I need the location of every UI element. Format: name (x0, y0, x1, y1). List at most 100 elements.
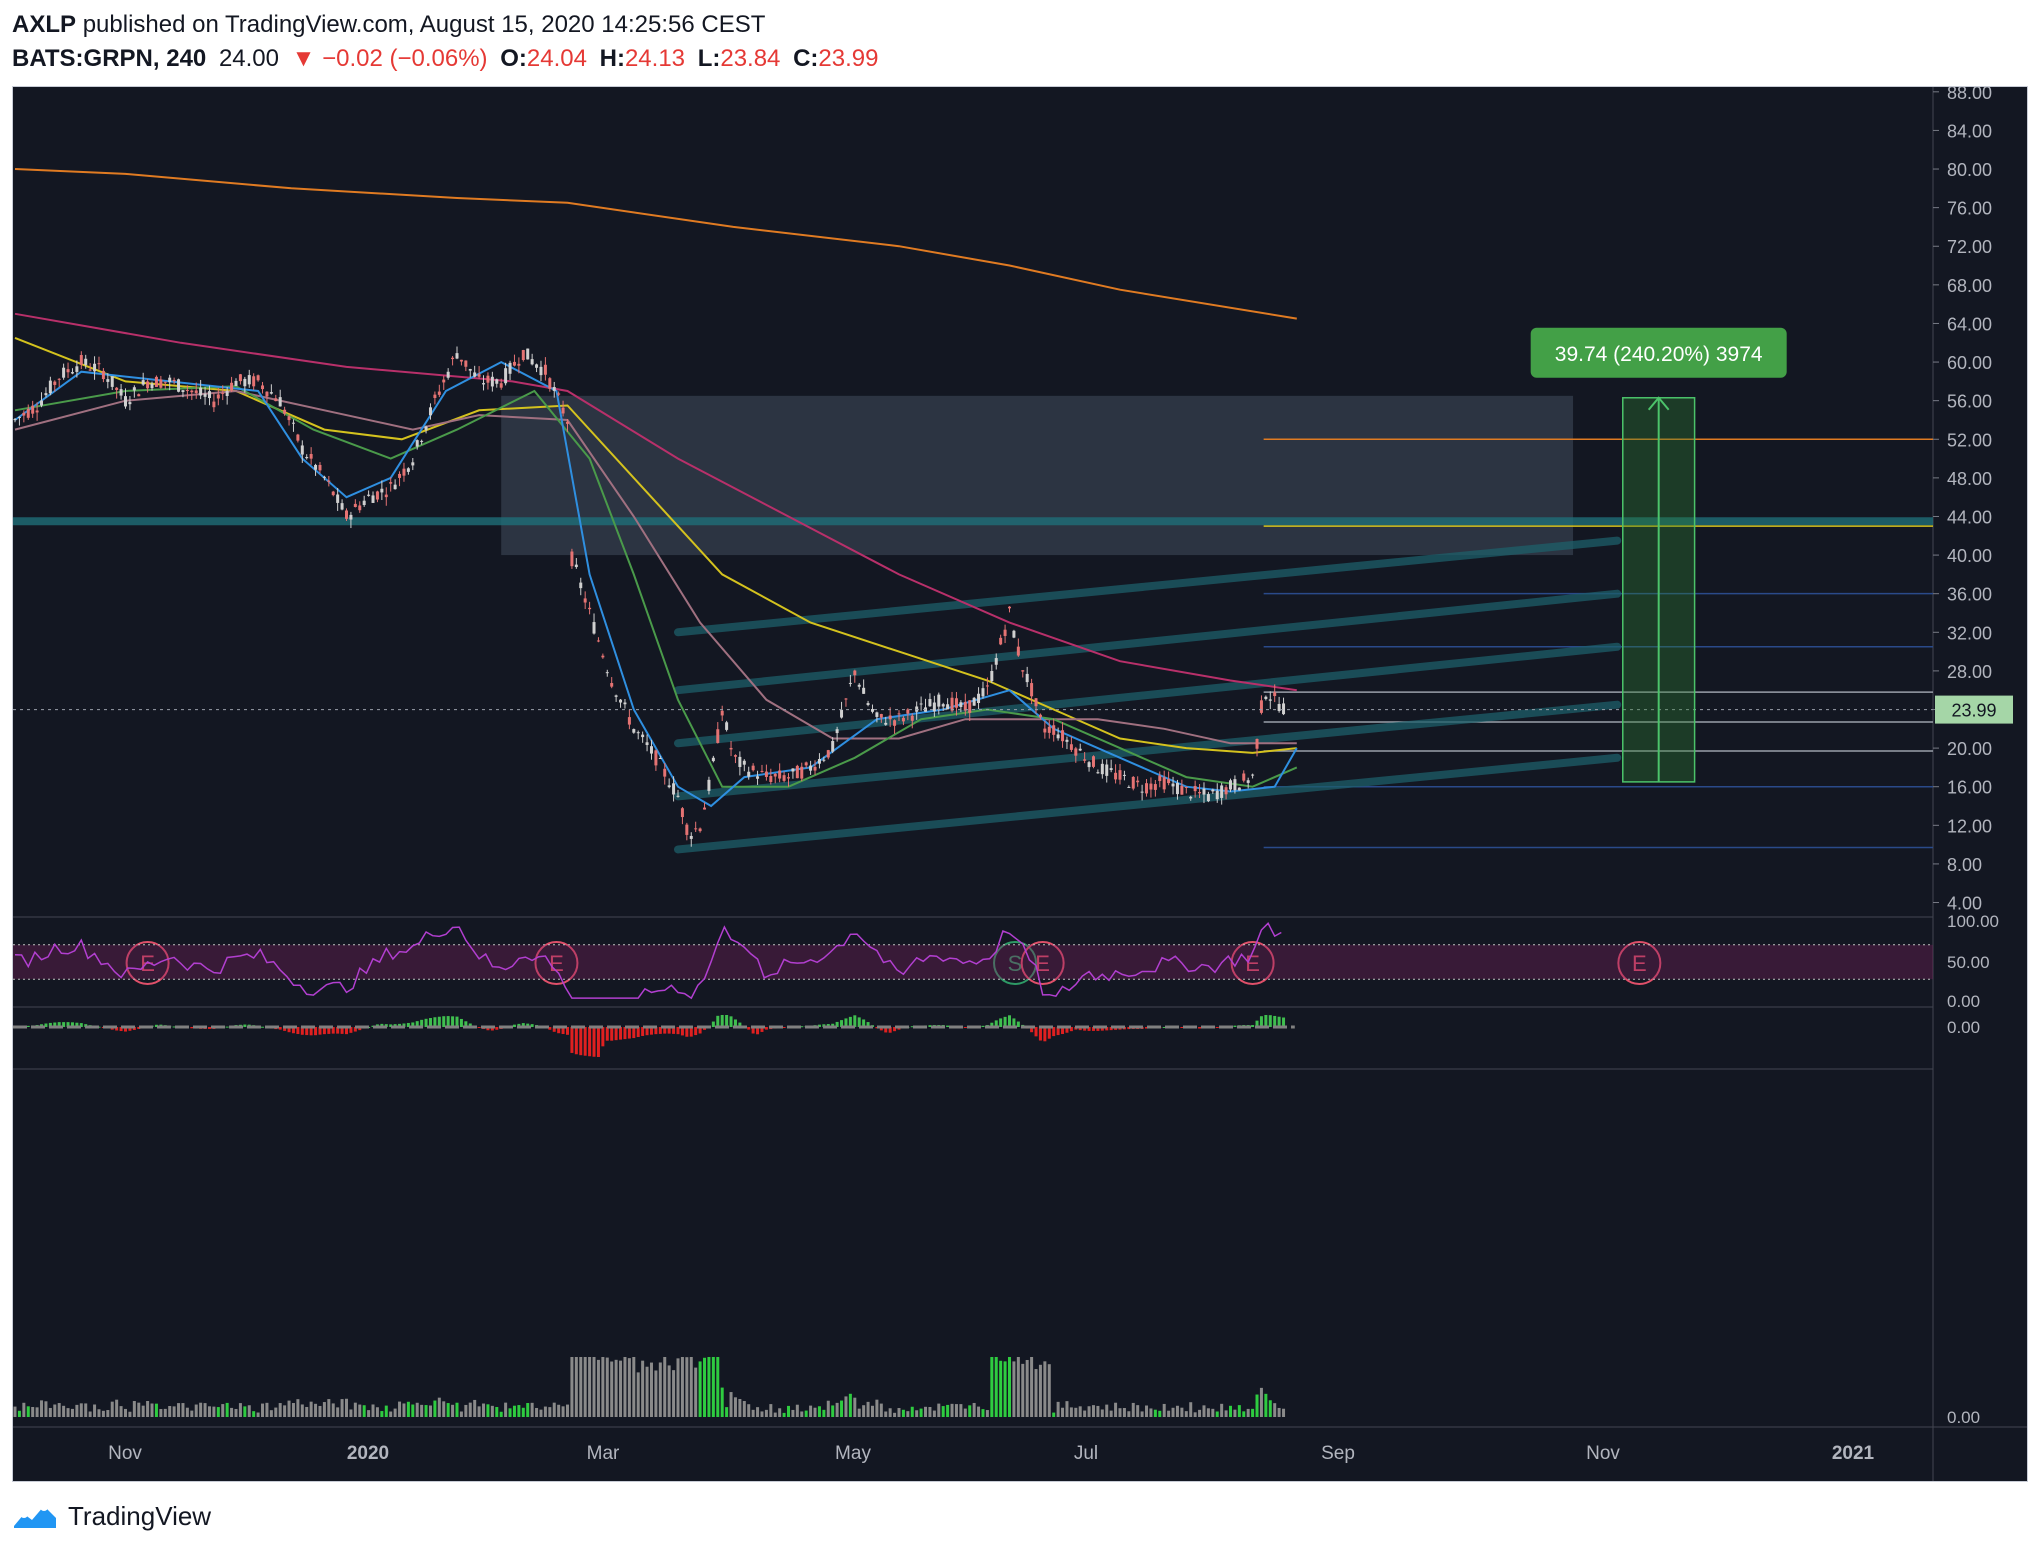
macd-bar (446, 1016, 450, 1027)
macd-bar (875, 1027, 879, 1029)
moving-average-line[interactable] (14, 336, 1297, 754)
candle-body (185, 390, 189, 392)
candle-body (150, 383, 154, 389)
volume-bar (1087, 1406, 1091, 1417)
candle-body (375, 491, 379, 500)
earnings-event-icon[interactable] (1020, 941, 1065, 985)
volume-bar (632, 1357, 636, 1417)
candle-body (362, 500, 366, 506)
chart-canvas[interactable]: 88.00 84.00 80.00 76.00 72.00 68.00 64.00 60.00… (13, 87, 2027, 1481)
chart-area[interactable]: 88.00 84.00 80.00 76.00 72.00 68.00 64.00 60.00… (12, 86, 2028, 1482)
candle-body (884, 722, 888, 725)
macd-bar (999, 1018, 1003, 1027)
volume-bar (672, 1370, 676, 1417)
candle-body (747, 771, 751, 777)
macd-bar (879, 1027, 883, 1031)
tradingview-brand[interactable]: TradingView (68, 1500, 212, 1531)
candle-body (473, 372, 477, 377)
macd-bar (884, 1027, 888, 1033)
macd-bar (1016, 1021, 1020, 1027)
channel-line[interactable] (674, 536, 1622, 637)
candle-body (1145, 783, 1149, 794)
tradingview-logo-icon[interactable] (12, 1502, 58, 1530)
moving-average-line[interactable] (14, 312, 1297, 692)
candle-body (190, 390, 194, 393)
candle-body (106, 379, 110, 382)
volume-bar (172, 1406, 176, 1417)
candle-body (1273, 692, 1277, 697)
candle-body (972, 697, 976, 706)
candle-body (1264, 696, 1268, 699)
candle-body (893, 720, 897, 726)
earnings-event-icon[interactable] (1230, 941, 1275, 985)
volume-bar (159, 1409, 163, 1417)
supply-zone[interactable] (501, 395, 1574, 556)
volume-bar (1149, 1408, 1153, 1417)
candle-body (1114, 772, 1118, 780)
macd-bar (548, 1027, 552, 1030)
volume-bar (1100, 1409, 1104, 1417)
candle-body (274, 398, 278, 402)
volume-bar (150, 1403, 154, 1417)
volume-bar (1043, 1361, 1047, 1417)
symbol-label[interactable]: BATS:GRPN, 240 (12, 45, 207, 72)
volume-bar (954, 1404, 958, 1417)
candle-body (897, 713, 901, 715)
candle-body (1078, 748, 1082, 751)
candle-body (22, 412, 26, 416)
volume-bar (866, 1401, 870, 1417)
candle-body (840, 709, 844, 718)
macd-bar (588, 1027, 592, 1057)
macd-bar (353, 1027, 357, 1032)
earnings-event-icon[interactable] (1617, 941, 1662, 985)
macd-bar (477, 1027, 481, 1028)
volume-bar (207, 1406, 211, 1417)
split-event-icon[interactable] (993, 941, 1038, 985)
volume-bar (1171, 1407, 1175, 1417)
candle-body (733, 755, 737, 757)
price-tick-label: 40.00 (1947, 546, 1992, 566)
rsi-tick-label: 0.00 (1947, 992, 1980, 1011)
macd-bar (300, 1027, 304, 1035)
macd-bar (698, 1027, 702, 1034)
earnings-event-icon[interactable] (125, 941, 170, 985)
volume-bar (1091, 1405, 1095, 1417)
moving-average-line[interactable] (14, 389, 1297, 745)
candle-body (521, 350, 525, 361)
candle-body (769, 776, 773, 782)
candle-body (70, 372, 74, 374)
channel-line[interactable] (674, 642, 1622, 748)
publisher-name[interactable]: AXLP (12, 11, 77, 38)
volume-bar (499, 1411, 503, 1417)
volume-bar (769, 1404, 773, 1417)
volume-bar (13, 1406, 17, 1417)
volume-bar (844, 1396, 848, 1417)
candle-body (424, 426, 428, 430)
candle-body (1136, 780, 1140, 783)
earnings-event-icon[interactable] (534, 941, 579, 985)
volume-bar (773, 1412, 777, 1417)
volume-bar (915, 1410, 919, 1417)
candle-body (398, 473, 402, 478)
price-tick-label: 16.00 (1947, 778, 1992, 798)
event-label: E (549, 951, 564, 976)
volume-bar (119, 1406, 123, 1417)
candle-body (318, 464, 322, 471)
channel-line[interactable] (674, 700, 1622, 801)
candle-body (835, 729, 839, 734)
channel-line[interactable] (674, 589, 1622, 695)
rsi-line[interactable] (14, 922, 1282, 1000)
candle-body (230, 382, 234, 391)
macd-bar (1052, 1027, 1056, 1037)
moving-average-line[interactable] (14, 385, 1298, 788)
volume-bar (402, 1403, 406, 1417)
channel-line[interactable] (674, 753, 1622, 854)
candle-body (946, 704, 950, 710)
moving-average-line[interactable] (14, 168, 1297, 320)
candle-body (256, 375, 260, 381)
candle-body (451, 357, 455, 360)
candle-body (371, 495, 375, 503)
candle-body (238, 374, 242, 382)
volume-bar (627, 1358, 631, 1417)
volume-bar (1198, 1409, 1202, 1417)
